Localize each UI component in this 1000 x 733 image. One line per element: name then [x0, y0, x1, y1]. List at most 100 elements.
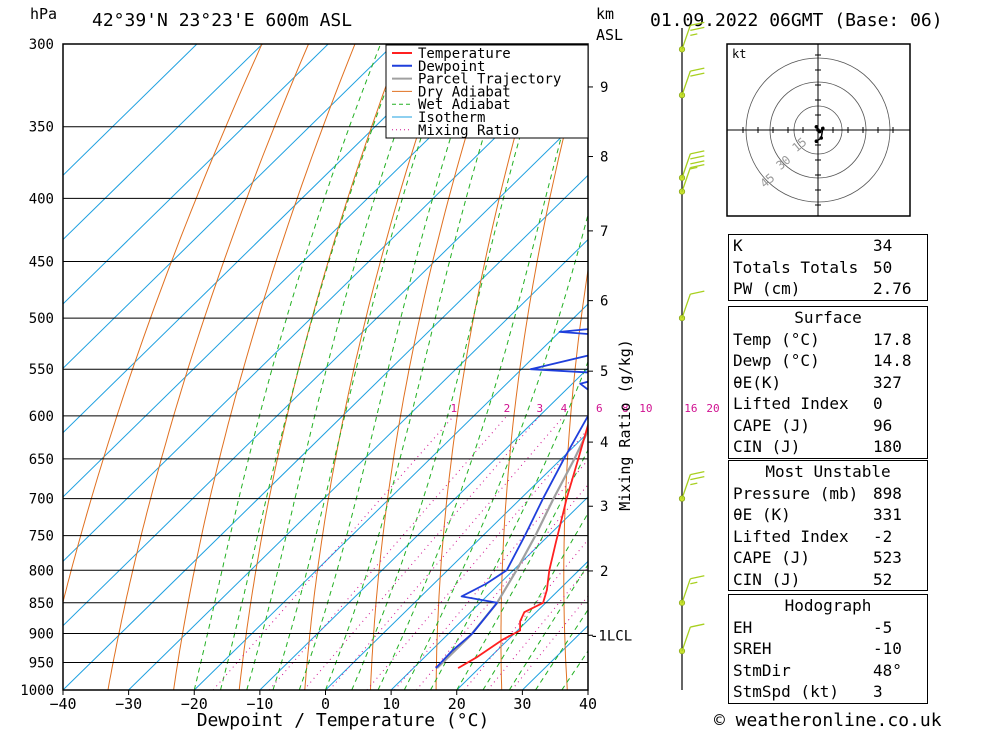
legend-entry: Parcel Trajectory [418, 72, 561, 88]
hodograph-point [814, 125, 819, 129]
table-row: Lifted Index 0 [729, 393, 927, 415]
legend-entry: Wet Adiabat [418, 97, 511, 113]
row-value: 17.8 [873, 329, 912, 349]
row-value: 331 [873, 505, 902, 524]
isotherm-line [63, 45, 588, 562]
table-title: Surface [794, 308, 862, 327]
table-header: Hodograph [729, 595, 927, 617]
table-row: Dewp (°C) 14.8 [729, 350, 927, 372]
row-value: 180 [873, 437, 902, 456]
row-value: -5 [873, 617, 893, 637]
axes: 3003504004505005506006507007508008509009… [20, 37, 632, 713]
wind-barb-staff [681, 70, 691, 96]
wind-barb-staff [681, 626, 691, 652]
wind-barb-flag [690, 623, 705, 628]
mixing-ratio-line [303, 415, 541, 690]
mixing-ratio-labels: 12346810162025 [450, 402, 742, 415]
pressure-tick-label: 1000 [20, 683, 54, 699]
legend-entry: Dewpoint [418, 59, 485, 75]
row-label: StmDir [733, 660, 791, 680]
row-value: 523 [873, 548, 902, 567]
wet-adiabat-line [298, 44, 482, 690]
wind-barb-flag [690, 150, 705, 155]
x-tick-label: −40 [49, 695, 76, 713]
wind-barb-flag [690, 155, 705, 160]
row-value: 3 [873, 682, 883, 701]
mixing-ratio-tick-label: 3 [536, 402, 543, 415]
plot-frame [62, 43, 589, 691]
table-row: K 34 [729, 235, 927, 257]
table-row: StmSpd (kt) 3 [729, 681, 927, 703]
table-row: θE(K) 327 [729, 372, 927, 394]
wind-barb-staff [681, 578, 691, 604]
x-tick-label: −20 [181, 695, 208, 713]
hodograph-units-label: kt [732, 47, 746, 61]
dry-adiabat-line [954, 44, 1000, 690]
wind-barb-flag [690, 290, 705, 295]
wind-barb-staff [681, 293, 691, 319]
x-axis-label: Dewpoint / Temperature (°C) [197, 710, 490, 731]
isotherm-line [63, 174, 588, 690]
pressure-tick-label: 900 [29, 626, 54, 642]
km-label: km [596, 5, 615, 23]
pressure-tick-label: 500 [29, 311, 54, 327]
mixing-ratio-tick-label: 6 [596, 402, 603, 415]
pressure-tick-label: 850 [29, 596, 54, 612]
wind-barb-flag [690, 470, 705, 476]
isotherm-line [456, 560, 588, 690]
temperature-line [457, 421, 588, 669]
isotherm-line [63, 44, 198, 176]
row-label: EH [733, 617, 753, 637]
legend-entry: Isotherm [418, 110, 485, 126]
row-value: 52 [873, 569, 893, 589]
credit: © weatheronline.co.uk [714, 710, 942, 731]
row-value: 14.8 [873, 351, 912, 370]
mixing-ratio-tick-label: 10 [639, 402, 652, 415]
surface-table: Surface Temp (°C) 17.8 Dewp (°C) 14.8 θE(K) 32… [728, 306, 928, 459]
pressure-tick-label: 800 [29, 563, 54, 579]
pressure-tick-label: 750 [29, 529, 54, 545]
table-row: Totals Totals 50 [729, 257, 927, 279]
row-label: CIN (J) [733, 437, 801, 456]
table-title: Hodograph [784, 596, 872, 615]
row-label: Lifted Index [733, 526, 849, 546]
row-value: 96 [873, 415, 893, 435]
legend-entry: Temperature [418, 46, 511, 62]
pressure-tick-label: 700 [29, 492, 54, 508]
row-value: 0 [873, 394, 883, 413]
pressure-tick-label: 400 [29, 191, 54, 207]
mixing-ratio-tick-label: 8 [622, 402, 629, 415]
isotherm-line [325, 431, 588, 690]
row-label: Totals Totals [733, 257, 859, 277]
row-value: 50 [873, 257, 893, 277]
table-row: CAPE (J) 523 [729, 547, 927, 569]
isotherm-line [259, 367, 588, 690]
pressure-tick-label: 550 [29, 362, 54, 378]
table-row: EH -5 [729, 617, 927, 639]
wind-barb-half [690, 482, 698, 486]
hpa-label: hPa [30, 5, 58, 23]
isotherm-line [128, 238, 588, 690]
row-value: 48° [873, 660, 902, 680]
dry-adiabat-line [684, 44, 728, 690]
most-unstable-table: Most Unstable Pressure (mb) 898 θE (K) 331 Li… [728, 460, 928, 591]
profile-lines [435, 328, 588, 669]
row-label: SREH [733, 639, 772, 658]
table-header: Surface [729, 307, 927, 329]
isobar-lines [63, 43, 588, 691]
indices-table: K 34 Totals Totals 50 PW (cm) 2.76 [728, 234, 928, 301]
mixing-ratio-tick-label: 20 [706, 402, 719, 415]
mixing-ratio-line [329, 415, 565, 690]
table-row: PW (cm) 2.76 [729, 278, 927, 300]
isotherm-line [63, 44, 263, 241]
mixing-ratio-line [268, 415, 508, 690]
row-value: 898 [873, 483, 902, 503]
location-title: 42°39'N 23°23'E 600m ASL [92, 10, 353, 31]
table-row: SREH -10 [729, 638, 927, 660]
row-label: CAPE (J) [733, 548, 811, 567]
mixing-ratio-tick-label: 4 [561, 402, 568, 415]
height-tick-label: 2 [600, 564, 608, 580]
